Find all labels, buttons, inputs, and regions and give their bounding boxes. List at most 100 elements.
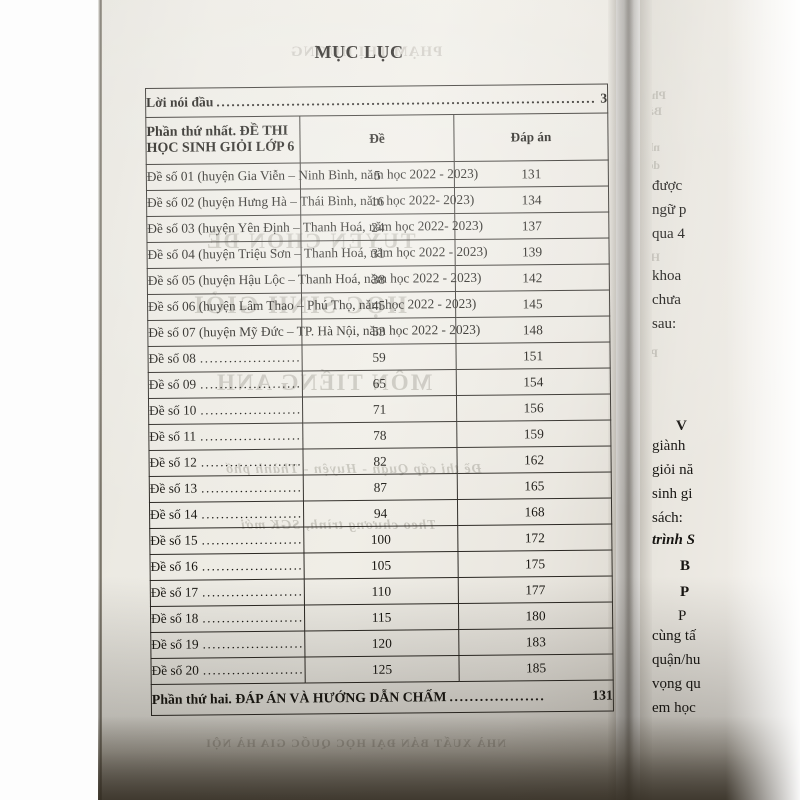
row-title: Đề số 01 (huyện Gia Viễn – Ninh Bình, nă… [146,163,478,191]
row-title: Đề số 05 (huyện Hậu Lộc – Thanh Hoá, năm… [147,267,481,295]
right-page-line-3: qua 4 [652,226,685,242]
row-de-page: 94 [303,499,458,527]
row-de-page: 78 [302,421,457,450]
row-de-page: 59 [301,343,457,372]
row-de-page: 120 [304,629,459,657]
row-label: Đề số 07 (huyện Mỹ Đức – TP. Hà Nội, năm… [148,321,481,341]
row-label: Đề số 01 (huyện Gia Viễn – Ninh Bình, nă… [146,165,479,185]
row-label: Đề số 06 (huyện Lâm Thao – Phú Thọ, năm … [148,295,477,315]
row-de-page: 115 [304,603,459,631]
row-label: Đề số 13 [149,480,198,497]
right-page-line-10: sinh gi [652,486,693,502]
right-page-line-8: giành [652,438,686,454]
background-left [0,0,101,800]
table-of-contents: Lời nói đầu ............................… [145,84,614,716]
row-title: Đề số 09 ...............................… [148,371,303,399]
row-title: Đề số 20 ...............................… [150,656,306,685]
row-dot-leader: ........................................… [199,350,302,366]
right-page-line-4: khoa [652,268,682,284]
toc-table-body: Lời nói đầu ............................… [145,84,614,716]
row-dot-leader: ........................................… [202,662,305,678]
row-dapan-page: 177 [458,576,613,604]
row-dot-leader: ........................................… [201,532,304,548]
row-label: Đề số 12 [149,454,197,471]
row-dapan-page: 165 [457,472,612,500]
row-dot-leader: ........................................… [200,376,302,392]
row-title: Đề số 02 (huyện Hưng Hà – Thái Bình, năm… [146,189,474,217]
right-page-line-17: quận/hu [652,652,701,668]
part-two-label: Phần thứ hai. ĐÁP ÁN VÀ HƯỚNG DẪN CHẤM [151,689,447,707]
row-title: Đề số 10 ...............................… [148,397,303,425]
row-de-page: 105 [303,551,459,579]
right-page-line-5: chưa [652,292,681,308]
row-title: Đề số 03 (huyện Yên Định – Thanh Hoá, nă… [146,215,483,243]
right-page-bleed-2: Bài tập của [652,104,662,118]
row-title: Đề số 14 ...............................… [149,500,304,529]
right-page-line-13: B [680,558,691,574]
row-title: Đề số 12 ...............................… [148,449,304,477]
row-dapan-page: 168 [457,498,612,526]
row-de-page: 110 [304,577,459,605]
row-label: Đề số 14 [150,506,198,523]
right-page-line-2: ngữ p [652,202,687,218]
row-title: Đề số 08 ...............................… [147,345,303,373]
toc-part-two-row: Phần thứ hai. ĐÁP ÁN VÀ HƯỚNG DẪN CHẤM .… [151,680,614,716]
row-dapan-page: 183 [458,628,613,656]
preface-cell: Lời nói đầu ............................… [145,84,608,118]
column-header-de: Đề [299,114,455,164]
right-page-text: Phầ Bài tập của nhuận dễ , đủ được ngữ p… [652,0,800,800]
row-label: Đề số 10 [149,402,197,419]
right-page-bleed-3: nhuận [652,140,660,154]
row-dapan-page: 156 [456,394,611,422]
right-page-line-12: trình S [652,532,695,548]
right-page-line-7: V [676,418,687,434]
row-title: Đề số 11 ...............................… [148,423,303,451]
right-page-line-9: giỏi nă [652,462,694,478]
right-page-line-1: được [652,178,683,194]
row-dot-leader: ........................................… [201,506,304,522]
row-dot-leader: ........................................… [200,428,303,444]
row-title: Đề số 07 (huyện Mỹ Đức – TP. Hà Nội, năm… [147,319,480,347]
preface-label: Lời nói đầu [146,94,214,110]
toc-part-one-header-row: Phần thứ nhất. ĐỀ THI HỌC SINH GIỎI LỚP … [145,113,609,165]
row-dapan-page: 154 [456,368,611,396]
preface-dot-leader: ........................................… [216,90,597,110]
row-dapan-page: 175 [457,550,613,578]
row-label: Đề số 17 [150,584,199,601]
row-dapan-page: 159 [456,420,611,448]
row-dot-leader: ........................................… [202,636,305,652]
row-title: Đề số 18 ...............................… [150,604,305,633]
row-label: Đề số 15 [150,532,198,549]
row-de-page: 87 [303,473,458,501]
row-title: Đề số 16 ...............................… [149,552,305,581]
row-title: Đề số 19 ...............................… [150,630,305,659]
preface-page: 3 [600,90,608,106]
row-title: Đề số 15 ...............................… [149,526,304,555]
row-label: Đề số 09 [148,376,197,393]
row-label: Đề số 11 [149,428,197,445]
book-spine-crease [624,0,634,800]
right-page-bleed-6: PART [652,346,658,360]
row-title: Đề số 13 ...............................… [149,474,304,503]
row-dapan-page: 180 [458,602,613,630]
page-title: MỤC LỤC [314,42,404,62]
row-dot-leader: ........................................… [201,480,303,496]
row-dot-leader: ........................................… [200,402,303,418]
right-page-line-16: cùng tấ [652,628,696,644]
toc-table: Lời nói đầu ............................… [145,84,614,716]
right-page-line-14: P [680,584,690,600]
row-de-page: 65 [302,369,457,398]
row-dapan-page: 151 [455,342,611,370]
row-title: Đề số 04 (huyện Triệu Sơn – Thanh Hoá, n… [146,241,488,269]
right-page-line-6: sau: [652,316,677,332]
row-dot-leader: ........................................… [201,558,304,574]
row-de-page: 125 [304,655,460,683]
right-page-line-11: sách: [652,510,683,526]
row-dapan-page: 134 [454,186,609,214]
row-de-page: 100 [303,525,458,553]
part-two-dot-leader: ................... [449,688,546,705]
row-dot-leader: ........................................… [202,610,305,626]
right-page-line-15: P [678,608,687,624]
row-label: Đề số 16 [150,558,198,575]
